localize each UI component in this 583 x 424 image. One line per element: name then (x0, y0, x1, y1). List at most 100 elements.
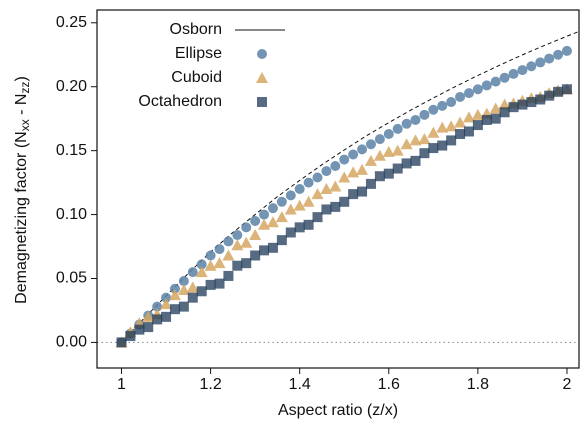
ellipse-point (357, 144, 368, 155)
cuboid-point (445, 120, 458, 132)
cuboid-point (409, 134, 422, 146)
ellipse-point (437, 100, 448, 111)
octahedron-point (250, 250, 261, 261)
cuboid-point (454, 116, 467, 128)
octahedron-point (125, 331, 136, 342)
octahedron-point (143, 322, 154, 333)
cuboid-point (311, 188, 324, 200)
ellipse-point (312, 172, 323, 183)
octahedron-point (357, 186, 368, 197)
cuboid-point (498, 98, 511, 110)
x-tick-label: 1.8 (467, 376, 489, 393)
ellipse-point (214, 244, 225, 255)
y-axis-label: Demagnetizing factor (Nxx - Nzz) (13, 76, 32, 304)
octahedron-point (472, 120, 483, 131)
cuboid-point (356, 163, 369, 175)
y-tick-label: 0.15 (56, 142, 87, 159)
octahedron-point (116, 337, 127, 348)
ellipse-point (365, 139, 376, 150)
cuboid-point (142, 310, 155, 322)
x-tick-label: 1.6 (378, 376, 400, 393)
ellipse-point (232, 230, 243, 241)
cuboid-point (471, 108, 484, 120)
ellipse-point (553, 49, 564, 60)
ellipse-point (526, 61, 537, 72)
octahedron-point (553, 86, 564, 97)
octahedron-point (161, 311, 172, 322)
octahedron-point (490, 113, 501, 124)
cuboid-point (373, 149, 386, 161)
cuboid-point (427, 126, 440, 138)
cuboid-point (284, 203, 297, 215)
octahedron-point (152, 314, 163, 325)
octahedron-point (321, 204, 332, 215)
legend-marker (257, 97, 267, 107)
x-tick-label: 1 (117, 376, 126, 393)
octahedron-point (205, 279, 216, 290)
ellipse-point (472, 84, 483, 95)
octahedron-point (508, 102, 519, 113)
ellipse-point (348, 149, 359, 160)
octahedron-point (544, 90, 555, 101)
cuboid-point (302, 195, 315, 207)
ellipse-point (446, 97, 457, 108)
ellipse-point (321, 166, 332, 177)
octahedron-point (339, 196, 350, 207)
ellipse-point (205, 250, 216, 261)
cuboid-point (213, 257, 226, 269)
cuboid-point (347, 166, 360, 178)
cuboid-point (489, 102, 502, 114)
octahedron-point (169, 304, 180, 315)
cuboid-point (249, 229, 262, 241)
octahedron-point (303, 219, 314, 230)
ellipse-point (330, 160, 341, 171)
cuboid-point (204, 259, 217, 271)
cuboid-point (382, 145, 395, 157)
octahedron-point (392, 163, 403, 174)
octahedron-point (561, 84, 572, 95)
cuboid-point (293, 199, 306, 211)
cuboid-point (436, 121, 449, 133)
y-tick-label: 0.25 (56, 14, 87, 31)
ellipse-point (383, 129, 394, 140)
octahedron-point (330, 201, 341, 212)
octahedron-point (419, 148, 430, 159)
legend-marker (256, 72, 268, 83)
ellipse-point (544, 53, 555, 64)
legend-label: Ellipse (175, 45, 222, 62)
ellipse-point (463, 88, 474, 99)
octahedron-point (365, 178, 376, 189)
ellipse-point (294, 184, 305, 194)
cuboid-point (258, 218, 271, 230)
cuboid-point (160, 298, 173, 310)
octahedron-point (455, 129, 466, 140)
ellipse-point (419, 109, 430, 120)
octahedron-point (526, 97, 537, 108)
cuboid-point (177, 284, 190, 296)
ellipse-point (499, 72, 510, 83)
x-axis-label: Aspect ratio (z/x) (278, 402, 398, 419)
octahedron-point (428, 143, 439, 154)
cuboid-point (364, 154, 377, 166)
cuboid-point (400, 138, 413, 150)
ellipse-point (561, 45, 572, 56)
octahedron-point (348, 189, 359, 200)
plot-area (97, 30, 579, 348)
legend-label: Octahedron (138, 93, 222, 110)
ellipse-point (285, 190, 296, 201)
ellipse-point (169, 283, 180, 294)
cuboid-point (275, 211, 288, 223)
octahedron-point (276, 235, 287, 246)
cuboid-point (338, 171, 351, 183)
octahedron-point (446, 135, 457, 146)
cuboid-point (462, 111, 475, 123)
octahedron-point (481, 114, 492, 125)
ellipse-point (490, 76, 501, 87)
ellipse-point (223, 236, 234, 247)
osborn-line (121, 30, 579, 343)
octahedron-point (437, 140, 448, 151)
ellipse-point (250, 215, 261, 226)
x-tick-label: 1.2 (199, 376, 221, 393)
legend-marker (257, 49, 267, 59)
cuboid-point (222, 249, 235, 261)
